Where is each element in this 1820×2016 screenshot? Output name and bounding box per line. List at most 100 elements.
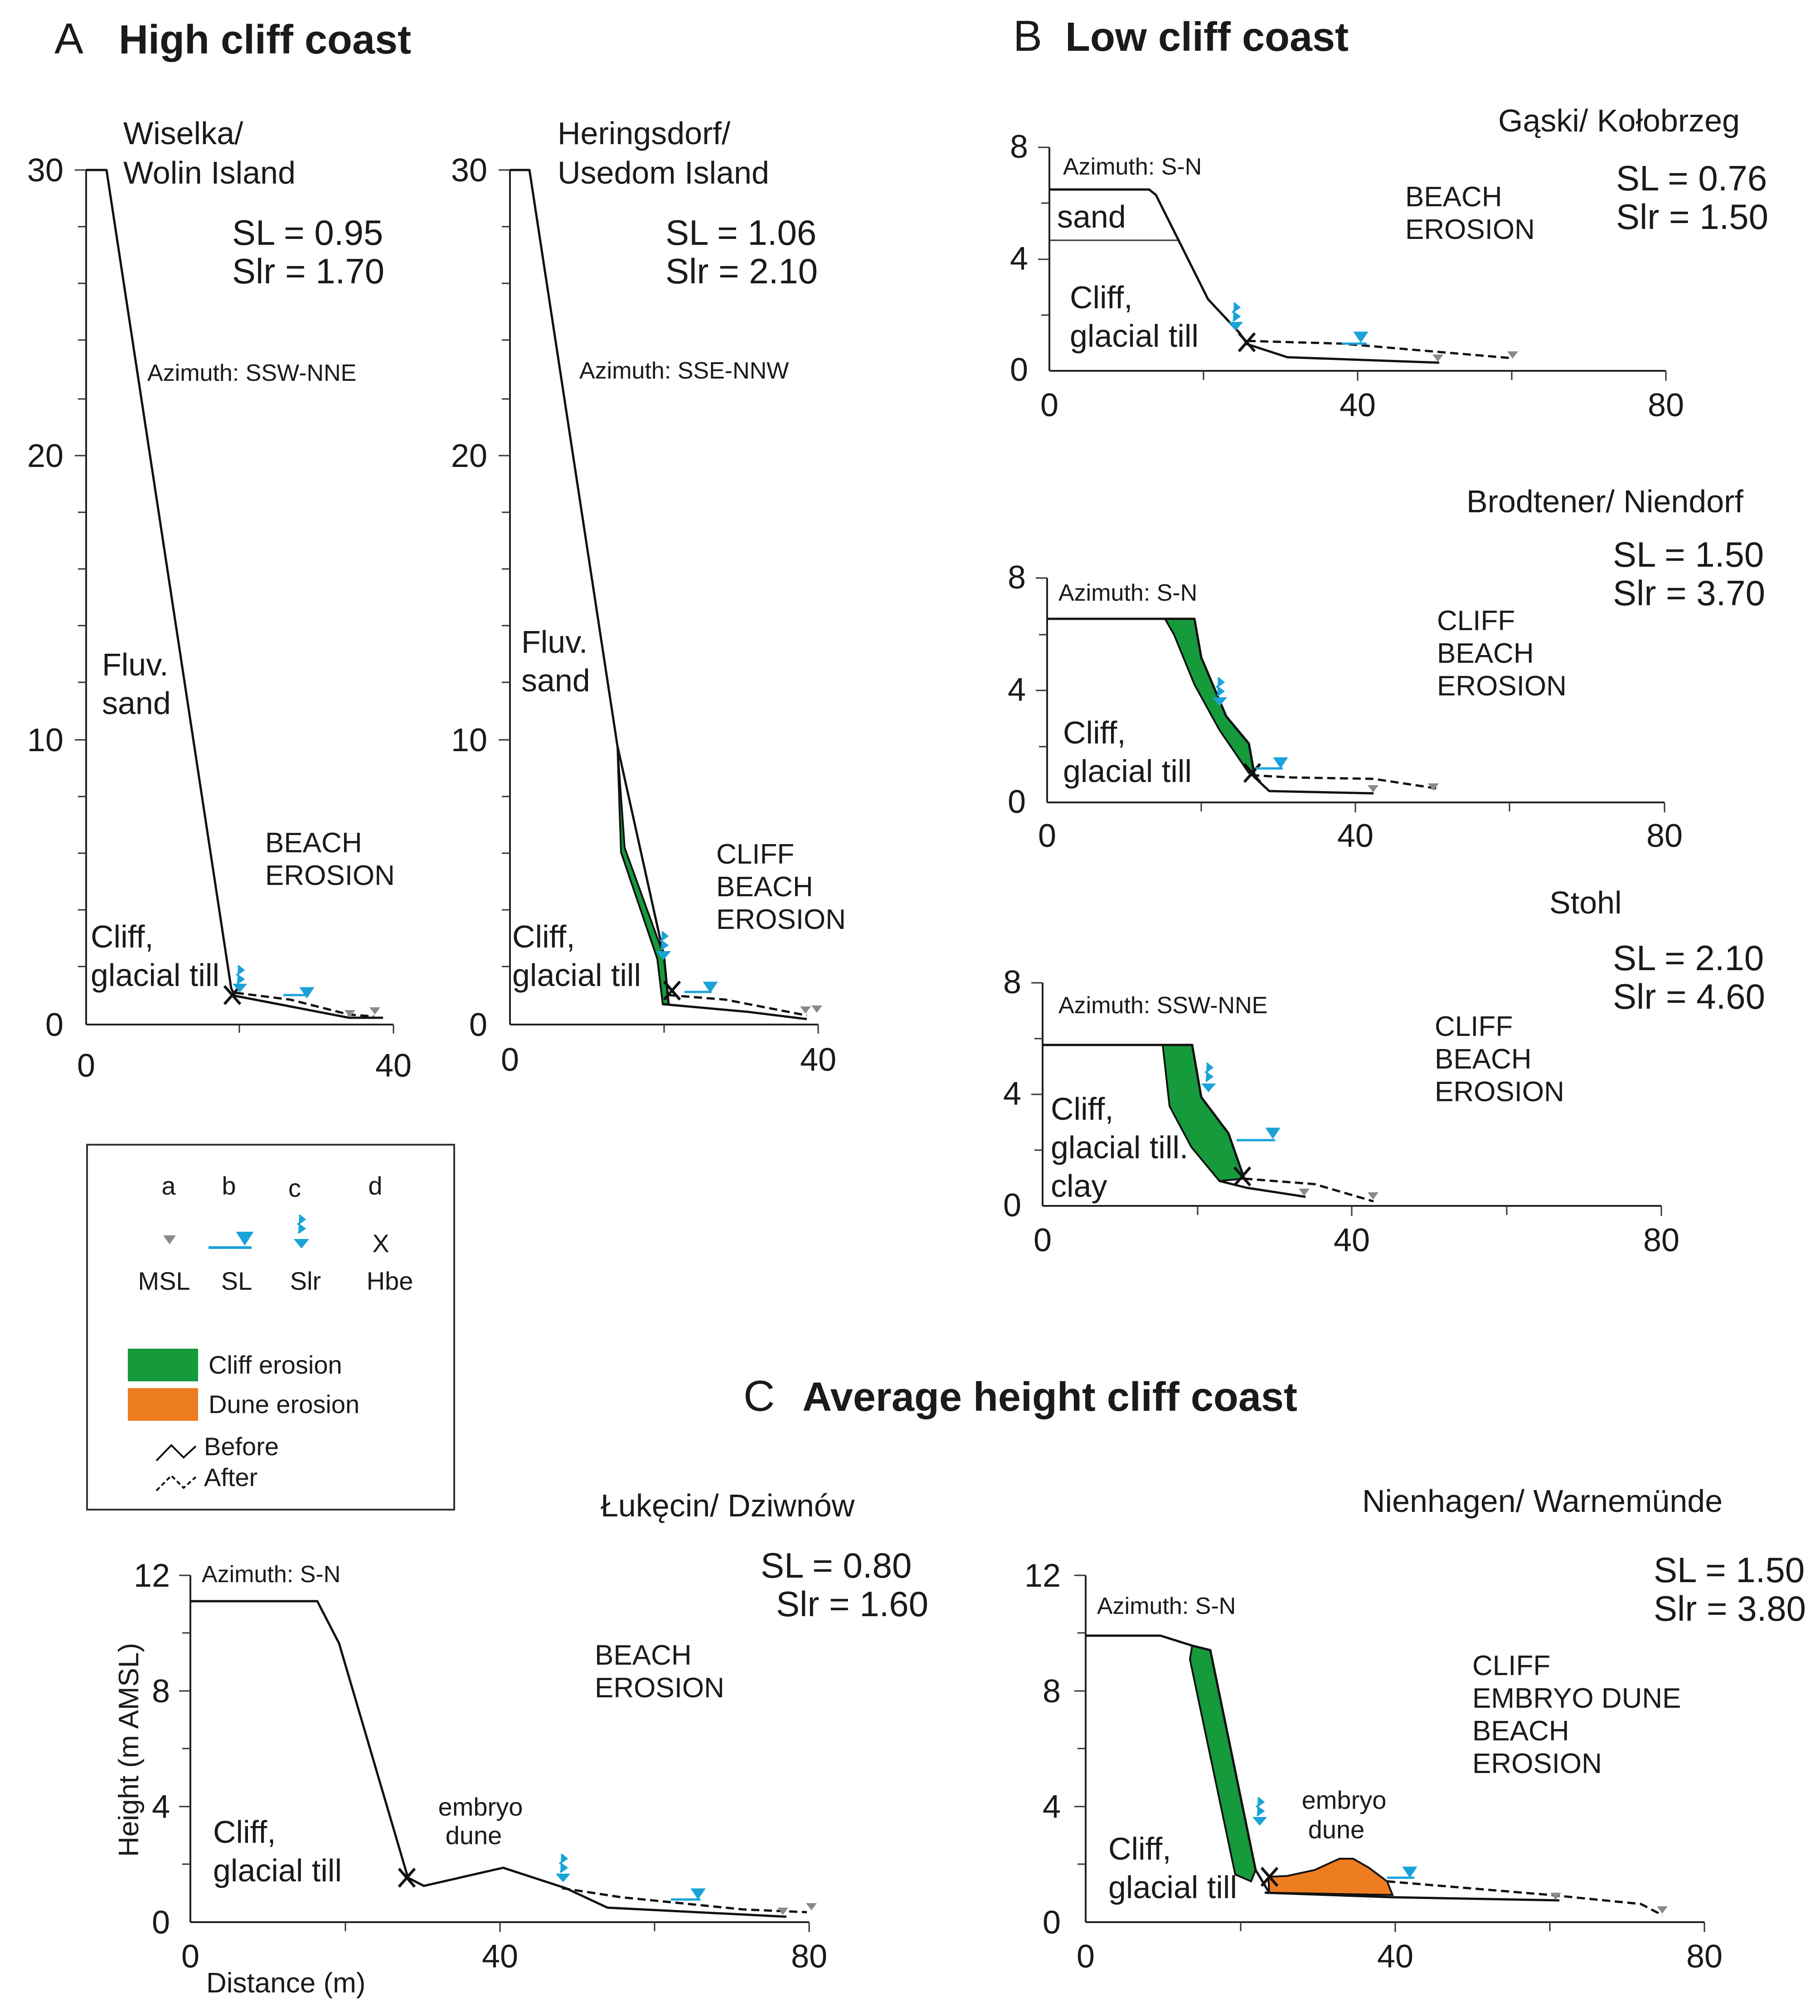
heringsdorf-y-tick-20: 20 [451, 438, 487, 474]
stohl-msl-marker [1299, 1189, 1378, 1200]
gaski-hbe-marker [1238, 332, 1256, 352]
brodtener-y-tick-8: 8 [1008, 559, 1026, 596]
wiselka-erosion-line1: BEACH [265, 827, 362, 859]
wiselka-x-tick-40: 40 [375, 1048, 412, 1084]
brodtener-lower-unit-line2: glacial till [1063, 753, 1192, 789]
nienhagen-x-tick-80: 80 [1686, 1938, 1723, 1975]
nienhagen-dune-erosion-area [1267, 1858, 1394, 1896]
lukecin-y-tick-12: 12 [134, 1558, 170, 1594]
nienhagen-cliff-profile [1086, 1634, 1271, 1894]
legend-msl-label: MSL [138, 1267, 190, 1295]
gaski-erosion-line2: EROSION [1405, 214, 1535, 245]
nienhagen-site-name: Nienhagen/ Warnemünde [1362, 1483, 1723, 1519]
wiselka-site-name-line1: Wiselka/ [123, 116, 243, 151]
brodtener-msl-marker [1368, 783, 1439, 792]
legend-cliff-erosion-label: Cliff erosion [209, 1350, 342, 1379]
section-c-title: Average height cliff coast [802, 1375, 1297, 1420]
heringsdorf-y-tick-0: 0 [469, 1007, 487, 1043]
gaski-x-tick-80: 80 [1648, 387, 1684, 423]
nienhagen-x-tick-0: 0 [1077, 1938, 1095, 1975]
section-a-title: High cliff coast [119, 17, 411, 63]
heringsdorf-cliff-profile [510, 169, 670, 1005]
nienhagen-y-tick-8: 8 [1043, 1673, 1061, 1710]
brodtener-cliff-erosion-area [1163, 618, 1255, 774]
heringsdorf-beach-after [662, 1003, 807, 1020]
legend-cliff-erosion-swatch [128, 1349, 198, 1381]
brodtener-lower-unit-line1: Cliff, [1063, 715, 1126, 750]
heringsdorf-erosion-line1: CLIFF [716, 839, 794, 870]
brodtener-sl-marker [1256, 757, 1288, 770]
nienhagen-hbe-marker [1260, 1867, 1279, 1887]
stohl-azimuth: Azimuth: SSW-NNE [1058, 992, 1267, 1019]
stohl-erosion-line1: CLIFF [1435, 1011, 1513, 1042]
gaski-upper-unit: sand [1057, 199, 1126, 234]
stohl-x-tick-40: 40 [1334, 1222, 1370, 1258]
gaski-y-tick-0: 0 [1010, 352, 1028, 388]
section-b-title: Low cliff coast [1065, 15, 1349, 60]
nienhagen-erosion-line3: BEACH [1472, 1715, 1569, 1747]
nienhagen-cliff-erosion-area [1189, 1644, 1257, 1883]
lukecin-dune-label-line2: dune [446, 1821, 502, 1850]
legend-hbe-symbol: X [372, 1229, 389, 1258]
x-axis-title: Distance (m) [206, 1967, 365, 1999]
nienhagen-dune-label-line1: embryo [1302, 1786, 1387, 1814]
wiselka-y-tick-20: 20 [27, 438, 63, 474]
nienhagen-lower-unit-line1: Cliff, [1108, 1831, 1171, 1866]
stohl-hbe-marker [1233, 1166, 1252, 1186]
stohl-y-tick-8: 8 [1003, 964, 1021, 1001]
wiselka-slr-value: Slr = 1.70 [232, 251, 384, 291]
stohl-slr-marker [1201, 1062, 1216, 1093]
gaski-beach-after [1245, 342, 1440, 364]
legend-sl-label: SL [221, 1267, 252, 1295]
gaski-site-name: Gąski/ Kołobrzeg [1498, 103, 1740, 138]
wiselka-x-tick-0: 0 [77, 1048, 95, 1084]
heringsdorf-erosion-line3: EROSION [716, 904, 846, 935]
gaski-x-tick-40: 40 [1340, 387, 1376, 423]
gaski-beach-before [1247, 340, 1512, 359]
nienhagen-dune-label-line2: dune [1308, 1815, 1365, 1844]
wiselka-y-tick-0: 0 [45, 1007, 63, 1043]
legend-before-line [155, 1444, 197, 1462]
heringsdorf-x-tick-0: 0 [501, 1042, 519, 1078]
lukecin-ticks [179, 1574, 810, 1932]
panel-heringsdorf: 30 20 10 0 0 40 Heringsdorf/ Usedom Isla… [451, 116, 846, 1078]
stohl-beach-after [1219, 1180, 1306, 1198]
gaski-erosion-line1: BEACH [1405, 181, 1502, 213]
nienhagen-y-tick-4: 4 [1043, 1789, 1061, 1825]
lukecin-slr-marker [555, 1853, 571, 1883]
legend-slr-symbol [293, 1214, 310, 1249]
legend-msl-symbol [163, 1235, 176, 1244]
brodtener-y-tick-4: 4 [1008, 672, 1026, 708]
stohl-x-tick-80: 80 [1643, 1222, 1679, 1258]
legend-col-a: a [161, 1171, 176, 1200]
lukecin-lower-unit-line1: Cliff, [213, 1814, 276, 1850]
gaski-sl-marker [1342, 331, 1369, 345]
legend-col-b: b [222, 1171, 236, 1200]
nienhagen-azimuth: Azimuth: S-N [1097, 1593, 1236, 1619]
stohl-slr-value: Slr = 4.60 [1613, 976, 1765, 1016]
brodtener-ticks [1036, 577, 1665, 812]
lukecin-hbe-marker [398, 1868, 416, 1888]
wiselka-site-name-line2: Wolin Island [123, 155, 296, 190]
legend-box [86, 1144, 455, 1511]
brodtener-site-name: Brodtener/ Niendorf [1466, 484, 1743, 519]
gaski-lower-unit-line2: glacial till [1070, 318, 1199, 354]
section-b-letter: B [1013, 12, 1042, 60]
heringsdorf-y-tick-30: 30 [451, 152, 487, 189]
nienhagen-erosion-line1: CLIFF [1472, 1650, 1550, 1681]
stohl-erosion-line3: EROSION [1435, 1076, 1564, 1108]
wiselka-upper-unit-line2: sand [102, 685, 171, 721]
stohl-ticks [1031, 982, 1662, 1216]
legend-dune-erosion-label: Dune erosion [209, 1390, 359, 1418]
legend-hbe-label: Hbe [367, 1267, 413, 1295]
stohl-lower-unit-line2: glacial till. [1051, 1130, 1188, 1165]
heringsdorf-slr-value: Slr = 2.10 [665, 251, 818, 291]
panel-gaski: 8 4 0 0 40 80 Gąski/ Kołobrzeg SL = 0.76… [1010, 103, 1768, 423]
section-c-letter: C [743, 1372, 775, 1420]
heringsdorf-msl-marker [800, 1006, 822, 1014]
heringsdorf-site-name-line2: Usedom Island [558, 155, 769, 190]
lukecin-y-tick-0: 0 [152, 1904, 170, 1941]
gaski-y-tick-4: 4 [1010, 241, 1028, 277]
brodtener-slr-marker [1212, 677, 1228, 706]
